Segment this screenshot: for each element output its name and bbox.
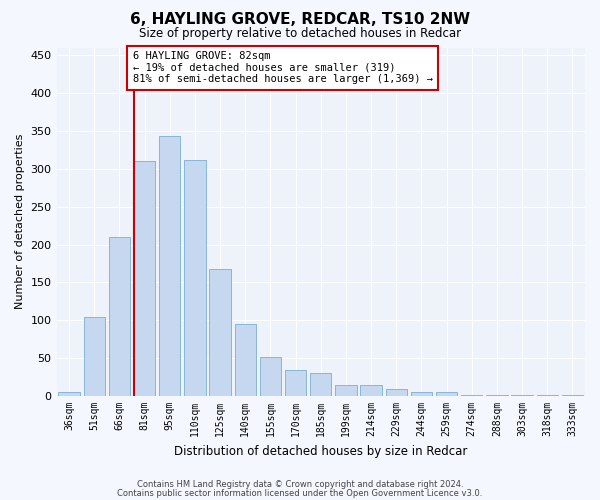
Bar — [58, 392, 80, 396]
Text: Contains public sector information licensed under the Open Government Licence v3: Contains public sector information licen… — [118, 489, 482, 498]
Bar — [209, 269, 231, 396]
Bar — [134, 161, 155, 396]
Bar — [310, 374, 331, 396]
Bar — [335, 384, 356, 396]
Bar — [285, 370, 307, 396]
Bar — [184, 160, 206, 396]
X-axis label: Distribution of detached houses by size in Redcar: Distribution of detached houses by size … — [174, 444, 467, 458]
Text: Size of property relative to detached houses in Redcar: Size of property relative to detached ho… — [139, 28, 461, 40]
Bar — [159, 136, 181, 396]
Text: Contains HM Land Registry data © Crown copyright and database right 2024.: Contains HM Land Registry data © Crown c… — [137, 480, 463, 489]
Bar — [436, 392, 457, 396]
Y-axis label: Number of detached properties: Number of detached properties — [15, 134, 25, 310]
Text: 6 HAYLING GROVE: 82sqm
← 19% of detached houses are smaller (319)
81% of semi-de: 6 HAYLING GROVE: 82sqm ← 19% of detached… — [133, 52, 433, 84]
Bar — [386, 389, 407, 396]
Bar — [109, 237, 130, 396]
Bar — [83, 318, 105, 396]
Bar — [260, 356, 281, 396]
Bar — [361, 384, 382, 396]
Bar — [235, 324, 256, 396]
Text: 6, HAYLING GROVE, REDCAR, TS10 2NW: 6, HAYLING GROVE, REDCAR, TS10 2NW — [130, 12, 470, 28]
Bar — [411, 392, 432, 396]
